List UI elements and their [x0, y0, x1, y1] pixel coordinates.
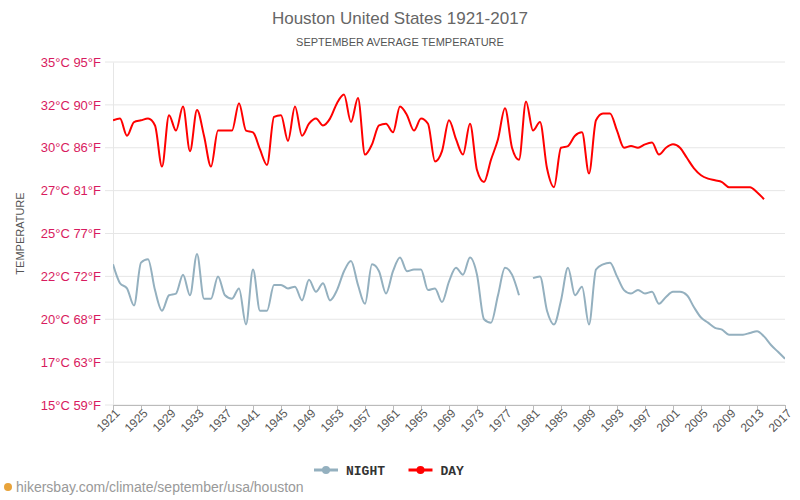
subtitle: SEPTEMBER AVERAGE TEMPERATURE — [296, 36, 504, 48]
x-tick-label: 1941 — [234, 406, 263, 435]
x-tick: 1937 — [206, 405, 235, 435]
x-tick: 1997 — [626, 405, 655, 435]
x-tick: 1985 — [542, 405, 571, 435]
grid-line — [105, 319, 785, 320]
x-tick-label: 1969 — [430, 406, 459, 435]
y-tick: 22°C 72°F — [41, 269, 113, 284]
x-tick-label: 2017 — [766, 406, 795, 435]
x-tick: 1929 — [150, 405, 179, 435]
chart-svg: Houston United States 1921-2017 SEPTEMBER… — [0, 0, 800, 500]
x-tick-label: 1981 — [514, 406, 543, 435]
x-tick: 1993 — [598, 405, 627, 435]
x-tick-label: 1985 — [542, 406, 571, 435]
y-axis: 15°C 59°F 17°C 63°F 20°C 68°F 22°C 72°F 25°C… — [41, 55, 114, 413]
x-tick-label: 1997 — [626, 406, 655, 435]
x-tick: 2001 — [654, 405, 683, 435]
x-tick: 1945 — [262, 405, 291, 435]
y-tick: 15°C 59°F — [41, 398, 113, 413]
source-annotation: hikersbay.com/climate/september/usa/hous… — [16, 479, 304, 495]
y-tick-label: 20°C 68°F — [41, 312, 101, 327]
x-tick: 2013 — [738, 405, 767, 435]
x-tick: 1977 — [486, 405, 515, 435]
y-tick-label: 17°C 63°F — [41, 355, 101, 370]
title: Houston United States 1921-2017 — [272, 9, 528, 28]
x-tick: 1941 — [234, 405, 263, 435]
grid-line — [105, 190, 785, 191]
x-tick: 1989 — [570, 405, 599, 435]
x-tick-label: 1933 — [178, 406, 207, 435]
y-tick: 20°C 68°F — [41, 312, 113, 327]
x-tick: 1921 — [94, 405, 123, 435]
grid — [105, 62, 785, 405]
y-tick: 30°C 86°F — [41, 140, 113, 155]
y-tick: 27°C 81°F — [41, 183, 113, 198]
legend: NIGHT DAY — [314, 464, 464, 479]
y-tick: 32°C 90°F — [41, 98, 113, 113]
x-tick-label: 2001 — [654, 406, 683, 435]
x-tick: 1953 — [318, 405, 347, 435]
grid-line — [105, 362, 785, 363]
legend-item: DAY — [409, 464, 465, 479]
legend-label: NIGHT — [346, 464, 385, 479]
x-tick-label: 1989 — [570, 406, 599, 435]
x-tick-label: 1953 — [318, 406, 347, 435]
grid-line — [105, 104, 785, 105]
y-tick-label: 35°C 95°F — [41, 55, 101, 70]
x-tick: 1957 — [346, 405, 375, 435]
y-tick-label: 25°C 77°F — [41, 226, 101, 241]
plot-area — [113, 95, 785, 359]
x-tick: 1981 — [514, 405, 543, 435]
y-tick-label: 15°C 59°F — [41, 398, 101, 413]
x-tick: 2009 — [710, 405, 739, 435]
x-tick-label: 1993 — [598, 406, 627, 435]
x-tick: 1965 — [402, 405, 431, 435]
x-tick-label: 1977 — [486, 406, 515, 435]
legend-marker — [417, 466, 425, 474]
x-tick-label: 1937 — [206, 406, 235, 435]
y-tick-label: 22°C 72°F — [41, 269, 101, 284]
source-icon — [4, 483, 12, 491]
x-tick-label: 1929 — [150, 406, 179, 435]
x-axis: 1921192519291933193719411945194919531957… — [94, 405, 795, 435]
series-line — [113, 95, 764, 200]
y-tick-label: 32°C 90°F — [41, 98, 101, 113]
legend-item: NIGHT — [314, 464, 385, 479]
x-tick: 1933 — [178, 405, 207, 435]
x-tick-label: 1961 — [374, 406, 403, 435]
x-tick: 1925 — [122, 405, 151, 435]
x-tick: 2017 — [766, 405, 795, 435]
y-tick-label: 27°C 81°F — [41, 183, 101, 198]
y-axis-title: TEMPERATURE — [14, 192, 26, 274]
x-tick-label: 2013 — [738, 406, 767, 435]
y-tick: 25°C 77°F — [41, 226, 113, 241]
grid-line — [105, 62, 785, 63]
y-tick-label: 30°C 86°F — [41, 140, 101, 155]
series-line — [533, 263, 785, 359]
x-tick: 2005 — [682, 405, 711, 435]
x-tick-label: 1973 — [458, 406, 487, 435]
series-line — [113, 254, 519, 324]
chart-container: Houston United States 1921-2017 SEPTEMBER… — [0, 0, 800, 500]
x-tick: 1961 — [374, 405, 403, 435]
legend-label: DAY — [441, 464, 465, 479]
x-tick-label: 1921 — [94, 406, 123, 435]
legend-marker — [322, 466, 330, 474]
x-tick: 1973 — [458, 405, 487, 435]
x-tick-label: 1965 — [402, 406, 431, 435]
grid-line — [105, 233, 785, 234]
y-tick: 17°C 63°F — [41, 355, 113, 370]
x-tick: 1949 — [290, 405, 319, 435]
grid-line — [105, 276, 785, 277]
x-tick-label: 2005 — [682, 406, 711, 435]
x-tick: 1969 — [430, 405, 459, 435]
x-tick-label: 1957 — [346, 406, 375, 435]
y-tick: 35°C 95°F — [41, 55, 113, 70]
x-tick-label: 1949 — [290, 406, 319, 435]
x-tick-label: 1925 — [122, 406, 151, 435]
x-tick-label: 2009 — [710, 406, 739, 435]
y-axis-line — [113, 63, 114, 406]
x-tick-label: 1945 — [262, 406, 291, 435]
